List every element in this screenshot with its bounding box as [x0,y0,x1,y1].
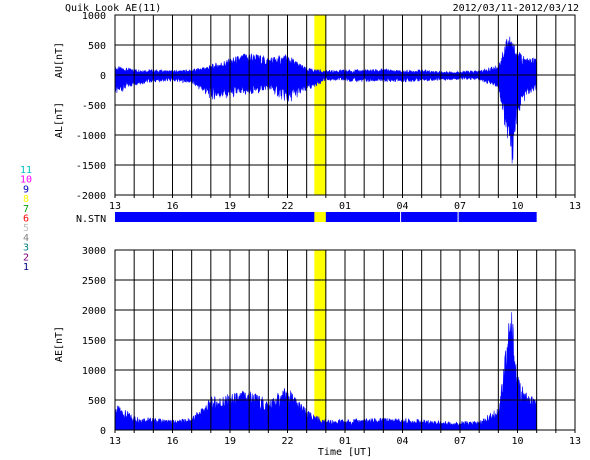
x-tick-label: 22 [281,436,293,447]
legend-entry: 4 [23,233,29,244]
x-tick-label: 04 [396,436,408,447]
x-axis-label: Time [UT] [318,447,372,458]
legend-entry: 8 [23,194,29,205]
legend-entry: 11 [20,165,32,176]
y-tick-label: 1000 [82,11,106,22]
y-tick-label: -2000 [76,191,106,202]
x-tick-label: 01 [339,201,351,212]
y-tick-label: -500 [82,101,106,112]
chart-title: Quik Look AE(11) [65,3,161,14]
station-label: N.STN [76,214,106,225]
y-tick-label: 1500 [82,336,106,347]
axis-label-ae: AE[nT] [54,326,65,362]
y-tick-label: -1500 [76,161,106,172]
legend-entry: 9 [23,184,29,195]
x-tick-label: 19 [224,436,236,447]
axis-label-al: AL[nT] [54,102,65,138]
y-tick-label: 1000 [82,366,106,377]
x-tick-label: 07 [454,201,466,212]
y-tick-label: 3000 [82,246,106,257]
legend-entry: 2 [23,252,29,263]
axis-label-au: AU[nT] [54,42,65,78]
x-tick-label: 04 [396,201,408,212]
y-tick-label: 0 [100,426,106,437]
x-tick-label: 16 [166,201,178,212]
x-tick-label: 19 [224,201,236,212]
x-tick-label: 13 [109,201,121,212]
x-tick-label: 13 [109,436,121,447]
x-tick-label: 22 [281,201,293,212]
y-tick-label: 500 [88,41,106,52]
legend-entry: 3 [23,243,29,254]
station-panel [115,212,537,222]
y-tick-label: 2500 [82,276,106,287]
date-range: 2012/03/11-2012/03/12 [453,3,579,14]
x-tick-label: 13 [569,436,581,447]
x-tick-label: 10 [511,201,523,212]
station-bar-highlight [314,212,326,222]
legend-entry: 5 [23,223,29,234]
x-tick-label: 01 [339,436,351,447]
x-tick-label: 10 [511,436,523,447]
y-tick-label: 500 [88,396,106,407]
legend-entry: 6 [23,214,29,225]
x-tick-label: 16 [166,436,178,447]
x-tick-label: 07 [454,436,466,447]
legend-entry: 7 [23,204,29,215]
legend-entry: 1 [23,262,29,273]
x-tick-label: 13 [569,201,581,212]
y-tick-label: 2000 [82,306,106,317]
y-tick-label: -1000 [76,131,106,142]
y-tick-label: 0 [100,71,106,82]
legend-entry: 10 [20,175,32,186]
